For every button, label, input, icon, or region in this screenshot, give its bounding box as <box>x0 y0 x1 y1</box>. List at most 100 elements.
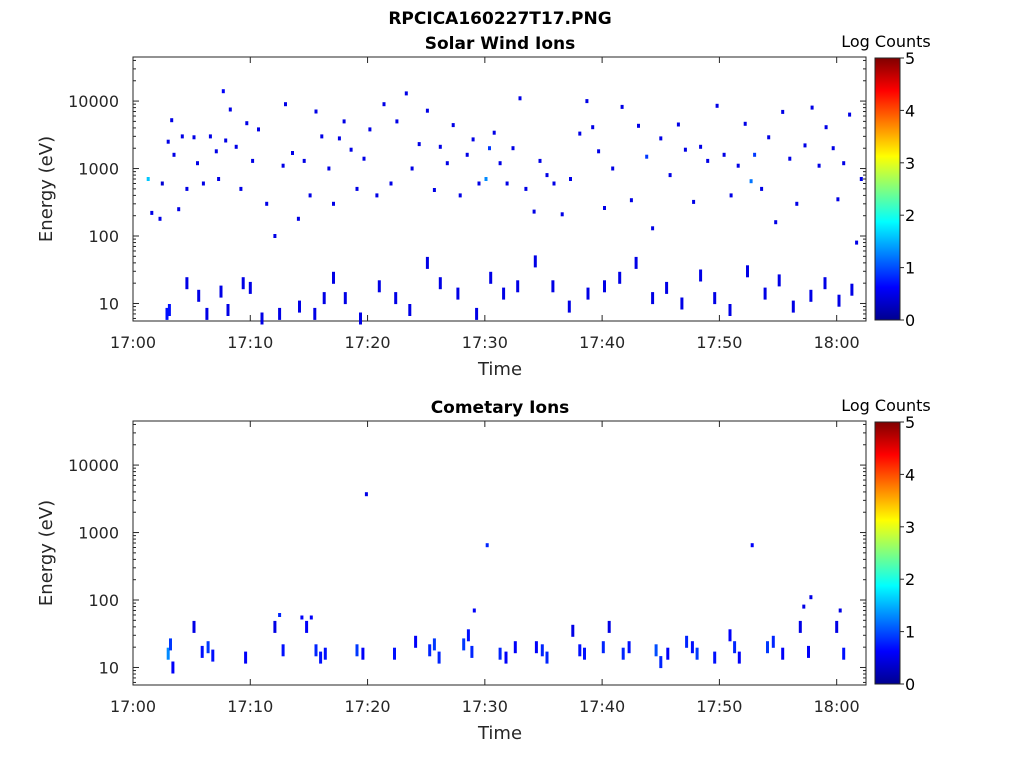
data-point <box>733 641 737 654</box>
data-point <box>342 119 346 124</box>
colorbar-tick-label: 5 <box>905 49 915 68</box>
data-point <box>466 629 470 642</box>
data-point <box>781 109 785 114</box>
data-point <box>753 152 757 157</box>
data-point <box>313 307 317 320</box>
data-point <box>349 147 353 152</box>
data-point <box>538 158 542 163</box>
colorbar-ticks: 0 1 2 3 4 5 <box>900 49 915 330</box>
data-point <box>414 635 418 648</box>
data-point <box>361 647 365 660</box>
data-point <box>489 271 493 284</box>
data-point <box>567 300 571 313</box>
data-point <box>355 644 359 657</box>
y-tick-label: 10000 <box>68 456 119 475</box>
plot-area <box>132 420 867 686</box>
colorbar-tick-label: 5 <box>905 413 915 432</box>
data-point <box>241 277 245 290</box>
data-point <box>634 256 638 269</box>
y-tick-label: 10 <box>99 658 119 677</box>
data-point <box>319 651 323 664</box>
data-point <box>651 292 655 305</box>
data-point <box>578 644 582 657</box>
data-marks <box>146 89 863 325</box>
data-point <box>492 130 496 135</box>
plot-area <box>132 56 867 322</box>
x-axis-label: Time <box>477 723 522 744</box>
data-point <box>160 181 164 186</box>
data-point <box>767 135 771 140</box>
data-point <box>327 166 331 171</box>
data-point <box>245 121 249 126</box>
data-point <box>810 105 814 110</box>
data-point <box>692 199 696 204</box>
data-point <box>425 256 429 269</box>
data-point <box>278 613 282 617</box>
data-point <box>389 181 393 186</box>
data-point <box>728 629 732 642</box>
data-point <box>244 651 248 664</box>
colorbar-label: Log Counts <box>841 396 931 415</box>
data-point <box>278 307 282 320</box>
data-point <box>192 620 196 633</box>
data-point <box>177 207 181 212</box>
data-point <box>603 280 606 293</box>
data-point <box>842 647 846 660</box>
data-point <box>192 135 196 140</box>
data-point <box>221 89 225 94</box>
x-axis: 17:00 17:10 17:20 17:30 17:40 17:50 18:00 <box>110 57 860 352</box>
data-point <box>185 277 189 290</box>
data-point <box>314 109 318 114</box>
data-point <box>848 112 852 117</box>
data-point <box>683 147 687 152</box>
colorbar-tick-label: 4 <box>905 101 915 120</box>
data-point <box>410 166 414 171</box>
data-point <box>302 158 306 163</box>
data-point <box>637 123 640 128</box>
data-point <box>196 161 199 166</box>
colorbar-tick-label: 3 <box>905 154 915 173</box>
data-point <box>337 136 341 141</box>
data-point <box>603 206 606 210</box>
data-point <box>305 620 309 633</box>
data-point <box>728 304 732 316</box>
data-point <box>146 177 150 181</box>
data-point <box>437 651 441 664</box>
data-point <box>505 181 509 186</box>
data-point <box>807 645 810 658</box>
data-point <box>208 134 212 139</box>
x-tick-label: 17:40 <box>579 697 625 716</box>
x-tick-label: 17:10 <box>227 333 273 352</box>
data-point <box>273 234 277 238</box>
data-point <box>838 608 842 613</box>
data-point <box>713 651 717 664</box>
data-point <box>817 163 821 168</box>
data-point <box>607 620 611 633</box>
data-point <box>226 304 230 316</box>
colorbar-tick-label: 3 <box>905 518 915 537</box>
y-tick-label: 10 <box>99 294 119 313</box>
data-point <box>601 641 605 654</box>
data-point <box>217 177 221 181</box>
data-point <box>766 641 769 654</box>
y-axis-label: Energy (eV) <box>36 136 57 242</box>
data-point <box>332 201 335 206</box>
x-tick-label: 17:50 <box>696 697 742 716</box>
data-point <box>393 647 396 660</box>
colorbar-tick-label: 2 <box>905 206 915 225</box>
data-point <box>676 122 680 127</box>
data-point <box>257 127 260 132</box>
data-point <box>722 152 726 157</box>
data-point <box>551 280 555 293</box>
data-point <box>666 647 670 660</box>
data-point <box>170 118 174 123</box>
data-point <box>571 624 575 637</box>
data-point <box>760 186 764 191</box>
data-point <box>438 277 442 290</box>
data-point <box>659 136 663 141</box>
data-point <box>591 125 595 130</box>
data-point <box>211 649 215 662</box>
data-point <box>472 608 476 613</box>
data-point <box>627 641 631 654</box>
